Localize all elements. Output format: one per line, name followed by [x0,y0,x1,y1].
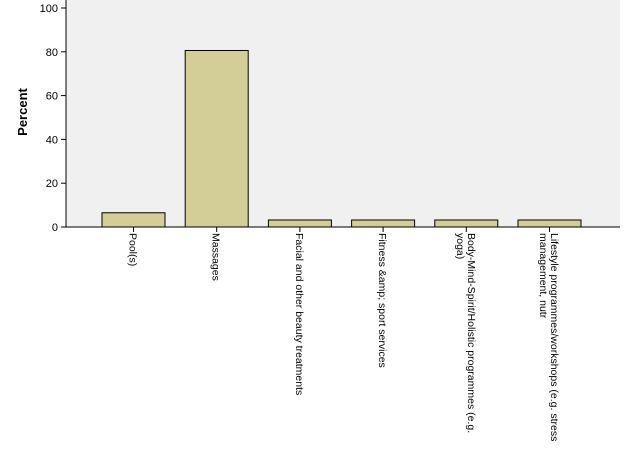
plot-area [66,0,620,227]
x-category-label: yoga) [454,233,466,259]
bar [267,219,332,228]
bar [101,212,166,228]
y-tick-label: 0 [52,222,58,234]
x-category-label: Fitness &amp; sport services [376,233,388,368]
x-category-label: Massages [210,233,222,281]
x-category-label: Facial and other beauty treatments [293,233,305,395]
x-axis-labels: Pool(s) Massages Facial and other beauty t… [127,227,560,441]
y-axis-ticks: 0 20 40 60 80 100 [40,3,66,234]
x-category-label: management, nutr [537,233,549,319]
y-tick-label: 80 [46,47,58,59]
bar [184,49,249,228]
y-tick-label: 60 [46,91,58,103]
y-tick-label: 100 [40,3,58,15]
bar [351,219,416,228]
x-category-label: Body-Mind-Spirit/Holistic programmes (e.… [465,233,477,433]
bar [517,219,582,228]
y-tick-label: 40 [46,134,58,146]
y-tick-label: 20 [46,178,58,190]
x-category-label: Pool(s) [127,233,139,266]
x-category-label: Lifestyle programmes/workshops (e.g. str… [548,233,560,441]
bar [434,219,499,228]
y-axis-title: Percent [15,87,30,135]
bars-group [101,49,582,228]
